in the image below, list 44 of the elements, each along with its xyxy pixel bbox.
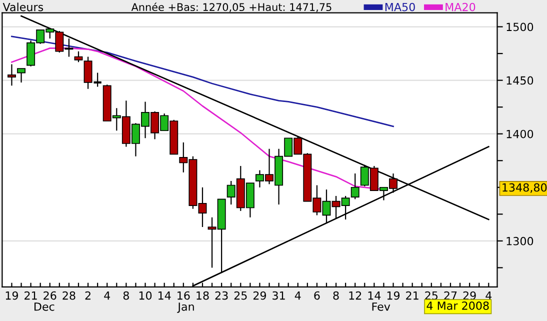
line-series — [11, 36, 394, 128]
x-tick-label: 26 — [44, 291, 56, 300]
text: Dec — [34, 302, 54, 311]
text: 4 Mar 2008 — [426, 301, 489, 310]
candlestick — [7, 64, 16, 86]
x-tick-label: 29 — [253, 291, 266, 300]
text: Jan — [177, 302, 194, 313]
x-tick-label: 18 — [196, 291, 209, 300]
y-tick-label: 1400 — [506, 130, 534, 138]
x-tick-label: 31 — [272, 291, 285, 300]
x-tick-label: 4 — [486, 291, 492, 300]
x-tick-label: 4 — [104, 291, 110, 300]
x-tick-label: 19 — [387, 291, 400, 300]
y-tick-label: 1300 — [506, 236, 534, 246]
text: 1348,80 — [502, 183, 547, 193]
x-tick-label: 10 — [139, 291, 152, 300]
x-tick-label: 25 — [234, 291, 247, 300]
candlestick — [350, 172, 360, 200]
x-tick-label: 27 — [444, 291, 457, 300]
candlestick — [17, 68, 26, 83]
chart-subtitle: Année +Bas: 1270,05 +Haut: 1471,75 — [131, 2, 332, 12]
chart-title: Valeurs — [2, 2, 44, 12]
x-tick-label: 19 — [6, 291, 18, 300]
legend-label: MA50 — [385, 2, 415, 12]
x-tick-label: 29 — [463, 291, 476, 300]
y-tick-label: 1500 — [506, 22, 534, 32]
x-tick-label: 14 — [368, 291, 381, 300]
text: Fev — [372, 302, 390, 311]
x-tick-label: 25 — [425, 291, 438, 300]
x-tick-label: 6 — [314, 291, 320, 300]
x-tick-label: 12 — [349, 291, 362, 300]
y-tick-label: 1450 — [506, 76, 534, 85]
x-tick-label: 8 — [123, 291, 129, 300]
x-tick-label: 28 — [62, 291, 76, 300]
x-tick-label: 21 — [406, 291, 418, 300]
candlestick — [74, 50, 83, 63]
x-tick-label: 14 — [158, 291, 171, 300]
x-tick-label: 2 — [85, 291, 90, 300]
x-tick-label: 16 — [178, 291, 190, 300]
x-tick-label: 4 — [294, 291, 301, 300]
legend-label: MA20 — [446, 2, 476, 12]
x-tick-label: 21 — [24, 291, 37, 300]
x-tick-label: 23 — [215, 291, 228, 300]
x-tick-label: 8 — [333, 291, 339, 300]
